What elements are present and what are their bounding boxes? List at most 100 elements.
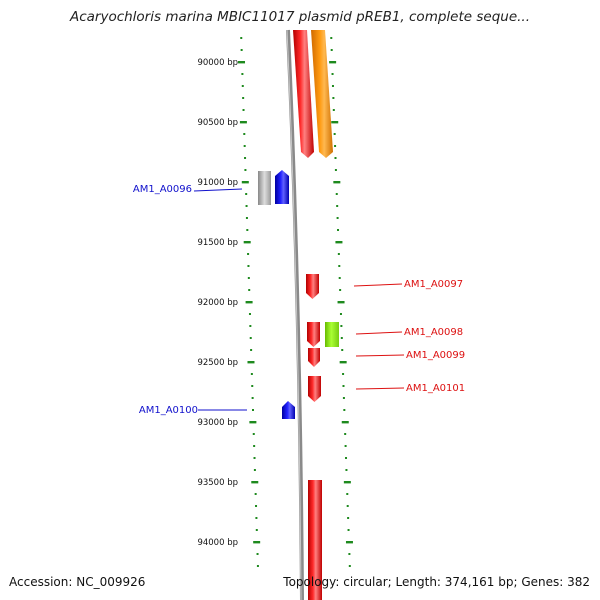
tick-minor-left [240, 37, 243, 39]
tick-major-left [243, 241, 251, 244]
tick-minor-left [253, 445, 256, 447]
tick-major-right [337, 301, 345, 304]
gene-arrow-am1-a0097 [306, 274, 319, 299]
tick-minor-right [339, 313, 342, 315]
genome-backbone [286, 29, 304, 600]
tick-minor-left [248, 289, 251, 291]
tick-minor-right [346, 493, 349, 495]
tick-minor-left [244, 157, 247, 159]
tick-minor-left [249, 337, 252, 339]
bp-label: 92500 bp [197, 358, 238, 368]
tick-minor-right [339, 289, 342, 291]
tick-minor-right [334, 157, 337, 159]
tick-minor-left [256, 553, 259, 555]
tick-minor-right [348, 565, 351, 567]
tick-minor-left [255, 505, 258, 507]
tick-minor-left [244, 169, 247, 171]
tick-minor-right [344, 445, 347, 447]
tick-minor-right [334, 145, 337, 147]
tick-minor-left [243, 133, 246, 135]
bp-label: 90000 bp [197, 58, 238, 68]
leader-am1-a0097 [353, 283, 403, 287]
gene-label-am1-a0101[interactable]: AM1_A0101 [406, 383, 465, 394]
tick-minor-right [336, 205, 339, 207]
bp-label: 92000 bp [197, 298, 238, 308]
map-title: Acaryochloris marina MBIC11017 plasmid p… [69, 9, 531, 25]
gene-label-am1-a0098[interactable]: AM1_A0098 [404, 327, 463, 338]
gene-label-am1-a0100[interactable]: AM1_A0100 [139, 405, 198, 416]
tick-minor-right [335, 193, 338, 195]
tick-minor-left [245, 193, 248, 195]
gene-label-am1-a0096[interactable]: AM1_A0096 [133, 184, 192, 195]
tick-minor-right [343, 409, 346, 411]
tick-major-left [238, 61, 246, 64]
tick-minor-right [336, 217, 339, 219]
tick-major-left [253, 541, 261, 544]
tick-minor-right [345, 469, 348, 471]
tick-minor-left [240, 49, 243, 51]
tick-major-left [241, 181, 249, 184]
tick-minor-left [256, 565, 259, 567]
tick-minor-left [248, 313, 251, 315]
gene-arrow-am1-a0101 [308, 376, 321, 402]
tick-minor-right [338, 277, 341, 279]
tick-minor-right [332, 97, 335, 99]
tick-major-right [345, 541, 353, 544]
tick-minor-left [252, 409, 254, 411]
tick-minor-left [253, 469, 256, 471]
tick-minor-right [342, 373, 345, 375]
tick-minor-right [331, 73, 334, 75]
tick-minor-left [245, 217, 248, 219]
gene-block-lime [325, 322, 339, 347]
tick-major-right [341, 421, 349, 424]
gene-block-red-bottom [308, 480, 322, 600]
tick-minor-right [333, 133, 336, 135]
tick-minor-right [331, 85, 334, 87]
accession-text: Accession: NC_009926 [9, 575, 146, 589]
bp-axis-labels: 90000 bp 90500 bp 91000 bp 91500 bp 92000 bp… [197, 58, 238, 548]
bp-label: 93000 bp [197, 418, 238, 428]
tick-marks [238, 37, 353, 567]
leader-am1-a0101 [355, 387, 405, 390]
tick-minor-left [243, 145, 246, 147]
tick-minor-right [341, 349, 344, 351]
tick-minor-left [242, 97, 245, 99]
bp-label: 90500 bp [197, 118, 238, 128]
tick-minor-left [255, 517, 258, 519]
leader-am1-a0099 [355, 354, 405, 357]
tick-minor-right [348, 553, 351, 555]
tick-minor-left [252, 433, 255, 435]
tick-minor-right [347, 517, 350, 519]
gene-arrow-am1-a0099 [308, 348, 320, 367]
tick-minor-right [330, 37, 333, 39]
tick-minor-right [344, 433, 347, 435]
tick-major-left [247, 361, 255, 364]
gene-arrow-am1-a0096 [275, 170, 289, 204]
tick-minor-left [255, 529, 258, 531]
tick-minor-left [241, 85, 244, 87]
tick-minor-left [254, 493, 257, 495]
tick-minor-right [338, 265, 341, 267]
tick-minor-right [340, 337, 343, 339]
tick-minor-right [334, 169, 337, 171]
gene-label-am1-a0097[interactable]: AM1_A0097 [404, 279, 463, 290]
bp-label: 93500 bp [197, 478, 238, 488]
tick-minor-right [342, 385, 345, 387]
gene-label-am1-a0099[interactable]: AM1_A0099 [406, 350, 465, 361]
tick-minor-right [337, 253, 340, 255]
tick-major-left [249, 421, 257, 424]
tick-minor-left [245, 205, 248, 207]
tick-minor-left [249, 325, 252, 327]
gene-arrow-am1-a0098 [307, 322, 320, 347]
tick-minor-right [347, 529, 350, 531]
tick-major-right [333, 181, 341, 184]
tick-minor-right [337, 229, 340, 231]
tick-minor-left [247, 277, 250, 279]
tick-minor-right [332, 109, 335, 111]
bp-label: 94000 bp [197, 538, 238, 548]
tick-minor-right [345, 457, 348, 459]
leader-am1-a0098 [355, 331, 403, 335]
leader-am1-a0096 [193, 188, 243, 192]
tick-major-right [335, 241, 343, 244]
